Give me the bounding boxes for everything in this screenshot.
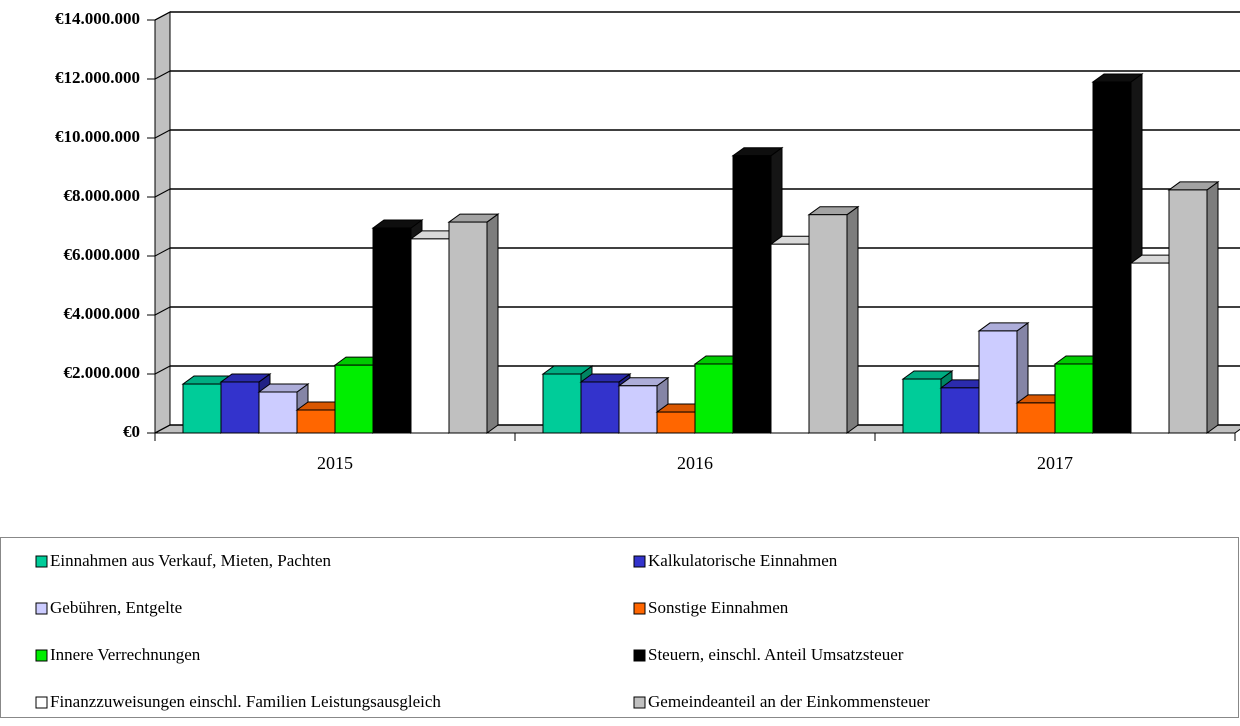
wall-grid: [154, 11, 171, 21]
bar: [1016, 402, 1056, 434]
legend-label: Steuern, einschl. Anteil Umsatzsteuer: [648, 645, 904, 664]
bar: [1054, 363, 1094, 434]
legend: [0, 537, 1239, 718]
bar: [978, 330, 1018, 434]
x-tick-label: 2017: [1037, 453, 1073, 473]
y-tick-label: €4.000.000: [64, 304, 141, 323]
legend-label: Kalkulatorische Einnahmen: [648, 551, 838, 570]
wall-grid: [154, 129, 171, 139]
bar: [694, 363, 734, 434]
y-tick-label: €10.000.000: [55, 127, 140, 146]
bar: [372, 227, 412, 434]
y-tick-label: €0: [123, 422, 140, 441]
bar: [410, 238, 450, 434]
bar-side: [846, 205, 859, 434]
bar: [1130, 262, 1170, 434]
bar: [258, 391, 298, 434]
legend-swatch: [633, 555, 646, 568]
legend-swatch: [633, 696, 646, 709]
legend-swatch: [633, 649, 646, 662]
bar: [656, 411, 696, 434]
legend-swatch: [35, 696, 48, 709]
bar: [1092, 81, 1132, 434]
legend-swatch: [35, 602, 48, 615]
bar: [580, 381, 620, 434]
bar: [940, 387, 980, 434]
wall-grid: [154, 188, 171, 198]
wall-grid: [154, 247, 171, 257]
y-tick-label: €12.000.000: [55, 68, 140, 87]
legend-label: Einnahmen aus Verkauf, Mieten, Pachten: [50, 551, 332, 570]
y-tick-label: €6.000.000: [64, 245, 141, 264]
legend-label: Innere Verrechnungen: [50, 645, 201, 664]
legend-label: Finanzzuweisungen einschl. Familien Leis…: [50, 692, 441, 711]
bar: [770, 243, 810, 434]
y-tick-label: €14.000.000: [55, 9, 140, 28]
y-tick-label: €2.000.000: [64, 363, 141, 382]
legend-label: Gemeindeanteil an der Einkommensteuer: [648, 692, 930, 711]
bar: [618, 385, 658, 434]
legend-label: Gebühren, Entgelte: [50, 598, 182, 617]
wall-grid: [154, 70, 171, 80]
bar: [220, 381, 260, 434]
bar: [808, 214, 848, 434]
legend-label: Sonstige Einnahmen: [648, 598, 789, 617]
wall-grid: [154, 365, 171, 375]
legend-swatch: [35, 555, 48, 568]
bar: [1168, 189, 1208, 434]
bar: [182, 383, 222, 434]
bar: [542, 373, 582, 434]
x-tick-label: 2016: [677, 453, 713, 473]
wall-grid: [154, 306, 171, 316]
legend-swatch: [35, 649, 48, 662]
wall-grid: [154, 424, 171, 434]
legend-swatch: [633, 602, 646, 615]
bar: [448, 221, 488, 434]
bar: [732, 155, 772, 434]
bar-side: [1206, 180, 1219, 434]
bar: [902, 378, 942, 434]
bar-side: [486, 213, 499, 434]
y-tick-label: €8.000.000: [64, 186, 141, 205]
bar: [296, 409, 336, 434]
bar: [334, 364, 374, 434]
x-tick-label: 2015: [317, 453, 353, 473]
